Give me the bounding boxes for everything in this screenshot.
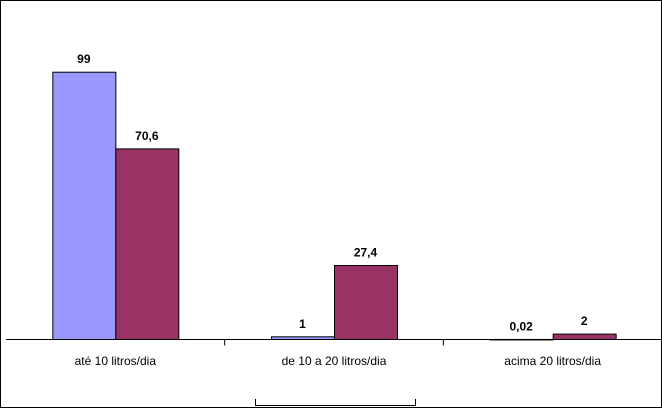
bar-s2-2 xyxy=(334,265,398,340)
category-label-2: de 10 a 20 litros/dia xyxy=(282,354,387,368)
legend-bracket xyxy=(255,399,416,406)
value-label-s2-1: 70,6 xyxy=(135,129,159,143)
value-label-s1-1: 99 xyxy=(77,52,91,66)
category-label-3: acima 20 litros/dia xyxy=(504,354,601,368)
bar-s1-1 xyxy=(52,71,117,340)
bar-s2-1 xyxy=(115,148,180,340)
bar-s2-3 xyxy=(552,333,617,341)
value-labels-layer: 99 70,6 1 27,4 0,02 2 xyxy=(77,52,588,333)
value-label-s2-3: 2 xyxy=(581,314,588,328)
value-label-s1-2: 1 xyxy=(299,317,306,331)
category-labels-layer: até 10 litros/dia de 10 a 20 litros/dia ac… xyxy=(75,354,602,368)
x-axis-ticks xyxy=(224,339,444,346)
bars-layer xyxy=(52,71,617,341)
category-label-1: até 10 litros/dia xyxy=(75,354,157,368)
value-label-s2-2: 27,4 xyxy=(354,246,378,260)
value-label-s1-3: 0,02 xyxy=(509,319,533,333)
